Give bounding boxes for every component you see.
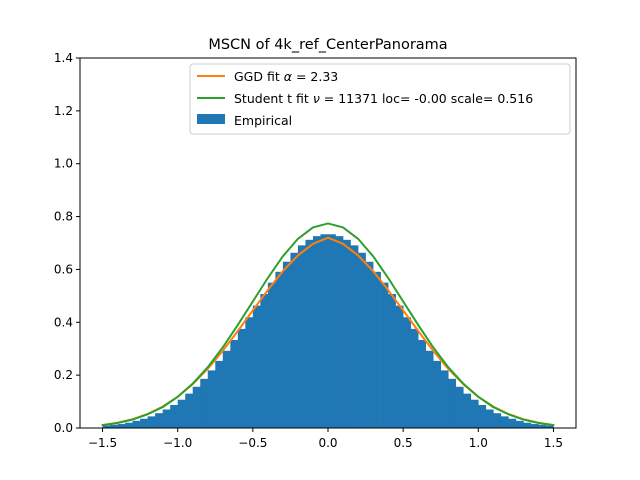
y-tick-label: 0.4 — [54, 315, 73, 329]
histogram-bar — [312, 236, 321, 428]
x-tick-label: 0.5 — [394, 436, 413, 450]
y-tick-label: 1.2 — [54, 104, 73, 118]
histogram-bar — [245, 317, 254, 428]
histogram-bar — [530, 424, 539, 428]
legend-box — [189, 63, 571, 135]
histogram-bar — [252, 305, 261, 428]
histogram-bar — [117, 424, 126, 428]
histogram-bar — [328, 234, 336, 428]
histogram-bar — [275, 271, 284, 428]
histogram-bar — [237, 328, 246, 428]
histogram-bar — [395, 305, 404, 428]
histogram-bar — [350, 245, 359, 428]
legend-label-ggd-fit-symbol: α — [284, 69, 293, 84]
histogram-bar — [500, 416, 509, 428]
histogram-bar — [222, 350, 231, 428]
legend-swatch-empirical — [197, 114, 225, 124]
legend-label-ggd-fit: GGD fit α = 2.33 — [234, 69, 338, 84]
histogram-bar — [177, 399, 186, 428]
histogram-bar — [358, 252, 366, 428]
histogram-bar — [545, 425, 554, 428]
chart-title: MSCN of 4k_ref_CenterPanorama — [208, 37, 447, 53]
fit-lines — [101, 222, 555, 427]
y-tick-label: 1.4 — [54, 51, 73, 65]
histogram-bar — [192, 386, 201, 428]
y-tick-label: 1.0 — [54, 157, 73, 171]
legend-label-ggd-fit-prefix: GGD fit — [234, 69, 284, 84]
x-axis: −1.5 −1.0 −0.5 0.0 0.5 1.0 1.5 — [88, 428, 563, 450]
histogram-bar — [162, 409, 171, 428]
histogram-bar — [425, 350, 434, 428]
legend-label-student-t-fit-suffix: = 11371 loc= -0.00 scale= 0.516 — [320, 91, 533, 106]
y-axis: 0.0 0.2 0.4 0.6 0.8 1.0 1.2 1.4 — [54, 51, 80, 435]
histogram-bar — [508, 418, 517, 428]
y-tick-label: 0.2 — [54, 368, 73, 382]
histogram-bar — [485, 409, 494, 428]
histogram-bar — [170, 405, 178, 428]
histogram-bar — [343, 239, 351, 428]
histogram-bar — [388, 294, 396, 428]
histogram-bar — [410, 328, 419, 428]
histogram-bar — [365, 261, 374, 428]
histogram-bar — [282, 261, 291, 428]
histogram-bar — [185, 393, 194, 428]
x-tick-label: 1.0 — [469, 436, 488, 450]
histogram-bar — [478, 405, 487, 428]
y-tick-label: 0.6 — [54, 262, 73, 276]
histogram-bar — [320, 234, 329, 428]
histogram-bar — [380, 282, 389, 428]
histogram-bar — [215, 360, 224, 428]
x-tick-label: −1.0 — [163, 436, 192, 450]
histogram-bar — [455, 386, 464, 428]
legend-label-ggd-fit-suffix: = 2.33 — [292, 69, 338, 84]
legend-label-student-t-fit-symbol: ν — [313, 91, 320, 106]
histogram-bar — [132, 420, 141, 428]
x-tick-label: 1.5 — [544, 436, 563, 450]
x-tick-label: −0.5 — [238, 436, 267, 450]
histogram-bar — [463, 393, 472, 428]
histogram-bar — [155, 413, 163, 428]
histogram-bar — [448, 378, 457, 428]
histogram-bar — [373, 271, 381, 428]
histogram-bar — [515, 420, 524, 428]
histogram-bar — [493, 413, 502, 428]
histogram-bar — [335, 236, 344, 428]
histogram-bar — [297, 245, 306, 428]
legend-label-student-t-fit: Student t fit ν = 11371 loc= -0.00 scale… — [234, 91, 533, 106]
legend-label-empirical: Empirical — [234, 113, 292, 128]
histogram-bar — [200, 378, 209, 428]
histogram-bar — [523, 422, 532, 428]
histogram-bar — [110, 424, 118, 428]
histogram-bar — [267, 282, 276, 428]
histogram-bar — [470, 399, 479, 428]
x-tick-label: 0.0 — [318, 436, 337, 450]
y-tick-label: 0.0 — [54, 421, 73, 435]
histogram-bar — [538, 424, 547, 428]
histogram-bar — [230, 339, 239, 428]
histogram-bar — [403, 317, 411, 428]
histogram-bar — [147, 416, 156, 428]
histogram-bar — [260, 294, 269, 428]
histogram-bar — [140, 418, 148, 428]
histogram-bar — [290, 252, 299, 428]
legend-label-student-t-fit-prefix: Student t fit — [234, 91, 313, 106]
histogram-bar — [125, 422, 133, 428]
x-tick-label: −1.5 — [88, 436, 117, 450]
histogram-bar — [418, 339, 426, 428]
histogram-bar — [305, 239, 314, 428]
histogram-bars — [102, 234, 554, 428]
histogram-bar — [433, 360, 442, 428]
student-t-fit-line — [101, 222, 555, 427]
histogram-bar — [440, 370, 449, 428]
y-tick-label: 0.8 — [54, 210, 73, 224]
histogram-bar — [207, 370, 216, 428]
histogram-bar — [102, 425, 111, 428]
legend: GGD fit α = 2.33 Student t fit ν = 11371… — [189, 63, 571, 135]
